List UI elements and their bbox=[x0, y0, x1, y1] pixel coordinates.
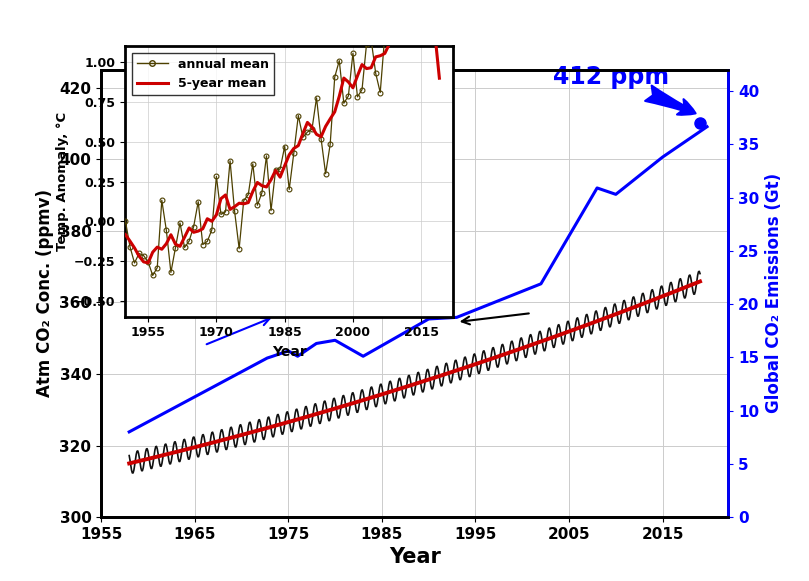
Y-axis label: Atm CO₂ Conc. (ppmv): Atm CO₂ Conc. (ppmv) bbox=[36, 189, 54, 397]
Y-axis label: Global CO₂ Emissions (Gt): Global CO₂ Emissions (Gt) bbox=[765, 173, 783, 414]
X-axis label: Year: Year bbox=[388, 547, 441, 568]
Text: 412 ppm: 412 ppm bbox=[553, 66, 696, 115]
Legend: annual mean, 5-year mean: annual mean, 5-year mean bbox=[132, 53, 274, 95]
Y-axis label: Temp. Anomaly, °C: Temp. Anomaly, °C bbox=[56, 112, 69, 251]
X-axis label: Year: Year bbox=[272, 345, 307, 359]
